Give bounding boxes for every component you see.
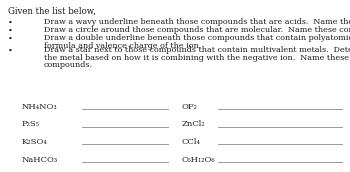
Text: •: • [8,47,13,55]
Text: NH₄NO₃: NH₄NO₃ [22,103,58,111]
Text: Draw a double underline beneath those compounds that contain polyatomic ions and: Draw a double underline beneath those co… [44,34,350,42]
Text: P₂S₅: P₂S₅ [22,121,40,128]
Text: ZnCl₂: ZnCl₂ [182,121,206,128]
Text: compounds.: compounds. [44,61,93,69]
Text: OF₂: OF₂ [182,103,198,111]
Text: NaHCO₃: NaHCO₃ [22,155,58,164]
Text: K₂SO₄: K₂SO₄ [22,138,48,146]
Text: Draw a circle around those compounds that are molecular.  Name these compounds.: Draw a circle around those compounds tha… [44,26,350,34]
Text: the metal based on how it is combining with the negative ion.  Name these compou: the metal based on how it is combining w… [44,53,350,62]
Text: •: • [8,35,13,43]
Text: •: • [8,19,13,27]
Text: Given the list below,: Given the list below, [8,7,96,16]
Text: Draw a wavy underline beneath those compounds that are acids.  Name these compou: Draw a wavy underline beneath those comp… [44,18,350,26]
Text: formula and valence charge of the ion.: formula and valence charge of the ion. [44,41,201,50]
Text: •: • [8,27,13,35]
Text: Draw a star next to those compounds that contain multivalent metals.  Determine : Draw a star next to those compounds that… [44,46,350,54]
Text: CCl₄: CCl₄ [182,138,201,146]
Text: C₆H₁₂O₆: C₆H₁₂O₆ [182,155,216,164]
